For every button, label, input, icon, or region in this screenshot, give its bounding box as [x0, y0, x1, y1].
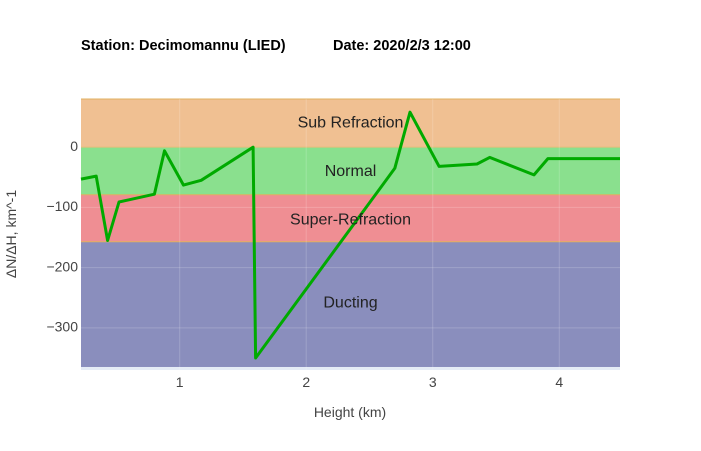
band-sub-refraction: [81, 99, 620, 148]
y-tick-label: −300: [46, 319, 78, 335]
band-label: Sub Refraction: [298, 114, 404, 131]
x-tick-label: 2: [302, 374, 310, 390]
band-label: Normal: [325, 163, 377, 180]
x-axis-ticks: 1 2 3 4: [176, 374, 564, 390]
y-tick-label: −100: [46, 198, 78, 214]
refraction-bands: [81, 98, 620, 367]
band-labels: Sub Refraction Normal Super-Refraction Duct…: [290, 114, 411, 311]
band-ducting: [81, 241, 620, 367]
x-tick-label: 3: [429, 374, 437, 390]
band-normal: [81, 147, 620, 195]
x-axis-title: Height (km): [314, 404, 386, 420]
gridlines: [81, 99, 620, 370]
x-tick-label: 4: [555, 374, 563, 390]
band-label: Super-Refraction: [290, 211, 411, 228]
y-axis-ticks: 0 −100 −200 −300: [46, 138, 78, 335]
station-title: Station: Decimomannu (LIED): [81, 38, 286, 54]
series-lines: [80, 110, 621, 360]
band-label: Ducting: [323, 294, 377, 311]
y-tick-label: 0: [70, 138, 78, 154]
x-tick-label: 1: [176, 374, 184, 390]
y-tick-label: −200: [46, 258, 78, 274]
y-axis-title: ΔN/ΔH, km^-1: [3, 190, 19, 278]
series-line: [80, 110, 620, 360]
date-title: Date: 2020/2/3 12:00: [333, 38, 471, 54]
band-super-refraction: [81, 194, 620, 242]
